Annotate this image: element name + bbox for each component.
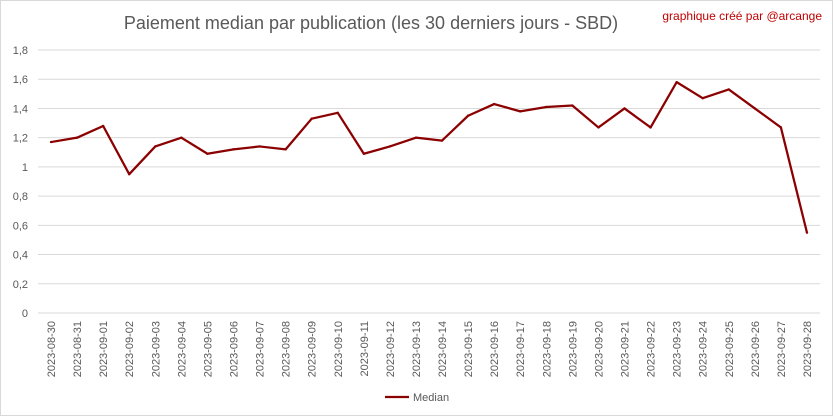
y-tick-label: 1,2 <box>13 133 28 145</box>
x-tick-label: 2023-08-30 <box>46 321 58 377</box>
data-point <box>545 105 548 109</box>
data-point <box>362 152 366 155</box>
data-point <box>623 107 626 110</box>
data-point <box>779 126 783 129</box>
x-tick-label: 2023-09-09 <box>307 321 319 377</box>
x-tick-label: 2023-09-10 <box>333 321 345 377</box>
chart-credit: graphique créé par @arcange <box>662 9 822 23</box>
x-tick-label: 2023-09-04 <box>176 321 188 377</box>
legend-label: Median <box>413 392 449 404</box>
x-tick-label: 2023-09-22 <box>646 321 658 377</box>
x-tick-label: 2023-09-06 <box>229 321 241 377</box>
x-tick-label: 2023-09-18 <box>541 321 553 377</box>
x-tick-label: 2023-09-27 <box>776 321 788 377</box>
x-tick-label: 2023-09-26 <box>750 321 762 377</box>
x-tick-label: 2023-09-15 <box>463 321 475 377</box>
x-tick-label: 2023-09-28 <box>802 321 814 377</box>
data-point <box>154 145 157 148</box>
data-point <box>232 148 235 151</box>
x-tick-label: 2023-09-03 <box>150 321 162 377</box>
x-tick-label: 2023-09-02 <box>124 321 136 377</box>
data-point <box>649 126 652 129</box>
y-tick-label: 0 <box>22 308 28 320</box>
data-point <box>492 102 496 106</box>
y-tick-label: 0,8 <box>13 191 28 203</box>
x-tick-label: 2023-09-17 <box>515 321 527 377</box>
data-point <box>597 126 600 129</box>
x-tick-label: 2023-09-13 <box>411 321 423 377</box>
x-tick-label: 2023-09-19 <box>567 321 579 377</box>
x-tick-label: 2023-09-01 <box>98 321 110 377</box>
data-point <box>258 145 261 148</box>
data-point <box>753 107 757 110</box>
x-tick-label: 2023-08-31 <box>72 321 84 377</box>
data-point <box>336 111 339 115</box>
data-point <box>310 117 313 120</box>
data-point <box>180 136 183 139</box>
y-tick-label: 0,4 <box>13 250 28 262</box>
data-point <box>388 145 392 148</box>
x-tick-label: 2023-09-20 <box>593 321 605 377</box>
data-point <box>440 139 444 142</box>
data-point <box>75 136 79 139</box>
data-point <box>128 172 131 176</box>
data-point <box>284 148 287 151</box>
x-tick-label: 2023-09-16 <box>489 321 501 377</box>
data-point <box>727 88 730 91</box>
data-point <box>101 124 105 128</box>
data-point <box>519 110 522 113</box>
data-point <box>206 152 209 155</box>
x-tick-label: 2023-09-25 <box>724 321 736 377</box>
data-point <box>675 80 678 84</box>
x-tick-label: 2023-09-11 <box>359 321 371 376</box>
series-line-median <box>50 81 809 233</box>
data-point <box>466 114 470 117</box>
x-tick-label: 2023-09-14 <box>437 321 449 377</box>
x-tick-label: 2023-09-21 <box>620 321 632 377</box>
x-tick-label: 2023-09-08 <box>281 321 293 377</box>
y-tick-label: 1,4 <box>13 103 28 115</box>
y-tick-label: 0,2 <box>13 279 28 291</box>
y-tick-label: 1,8 <box>13 45 28 57</box>
x-tick-label: 2023-09-23 <box>672 321 684 377</box>
data-point <box>414 136 418 139</box>
y-tick-label: 1 <box>22 162 28 174</box>
chart-title: Paiement median par publication (les 30 … <box>123 13 619 33</box>
data-point <box>49 140 53 144</box>
data-point <box>805 231 809 234</box>
x-tick-label: 2023-09-24 <box>698 321 710 377</box>
data-point <box>701 97 704 100</box>
x-tick-label: 2023-09-05 <box>202 321 214 377</box>
y-tick-label: 1,6 <box>13 74 28 86</box>
y-tick-label: 0,6 <box>13 220 28 232</box>
data-point <box>571 104 574 107</box>
x-tick-label: 2023-09-12 <box>385 321 397 377</box>
x-tick-label: 2023-09-07 <box>255 321 267 377</box>
